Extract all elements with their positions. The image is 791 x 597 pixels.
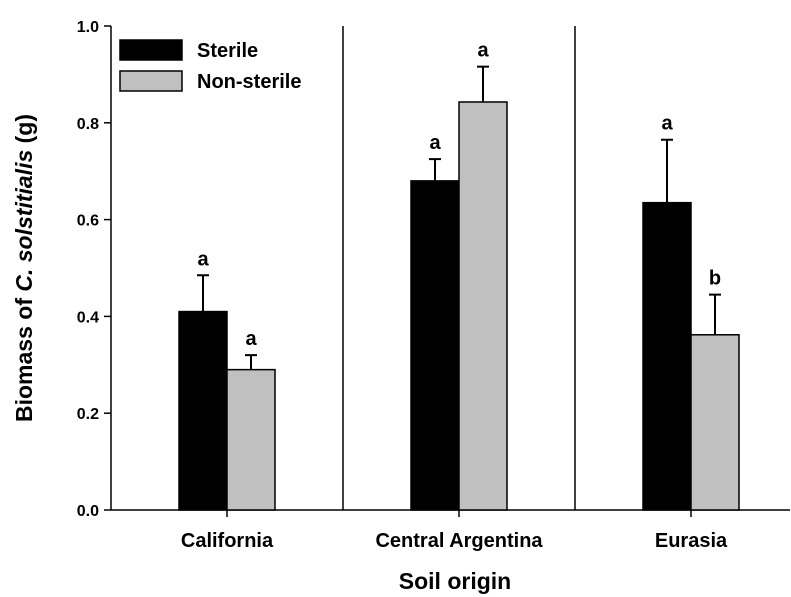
significance-label: a (661, 113, 673, 135)
legend-swatch-non-sterile (119, 70, 183, 92)
significance-label: a (477, 40, 489, 62)
y-axis-label: Biomass of C. solstitialis (g) (11, 114, 37, 422)
significance-label: a (245, 328, 257, 350)
bar-non-sterile (226, 368, 276, 511)
bar-sterile (178, 310, 228, 511)
legend-label-non-sterile: Non-sterile (197, 71, 301, 93)
y-tick-label: 0.4 (77, 309, 99, 326)
significance-label: a (429, 132, 441, 154)
bar-non-sterile (458, 101, 508, 511)
y-tick-label: 0.2 (77, 406, 99, 423)
plot-area: 0.0 0.2 0.4 0.6 0.8 1.0 California a a Central Ar… (77, 19, 790, 552)
bar-sterile (642, 201, 692, 511)
y-axis-label-unit: (g) (11, 114, 37, 150)
legend: Sterile Non-sterile (119, 39, 301, 93)
x-axis-label: Soil origin (399, 568, 511, 594)
y-axis-label-species: C. solstitialis (11, 150, 37, 292)
y-tick-label: 0.0 (77, 503, 99, 520)
significance-label: a (197, 248, 209, 270)
x-category-label: Central Argentina (375, 530, 543, 552)
x-category-label: California (181, 530, 274, 552)
y-tick-label: 1.0 (77, 19, 99, 36)
legend-label-sterile: Sterile (197, 40, 258, 62)
significance-label: b (709, 268, 721, 290)
y-axis-label-prefix: Biomass of (11, 292, 37, 422)
y-tick-label: 0.6 (77, 213, 99, 230)
y-tick-label: 0.8 (77, 116, 99, 133)
legend-swatch-sterile (119, 39, 183, 61)
bar-non-sterile (690, 334, 740, 511)
bar-sterile (410, 180, 460, 511)
x-category-label: Eurasia (655, 530, 728, 552)
